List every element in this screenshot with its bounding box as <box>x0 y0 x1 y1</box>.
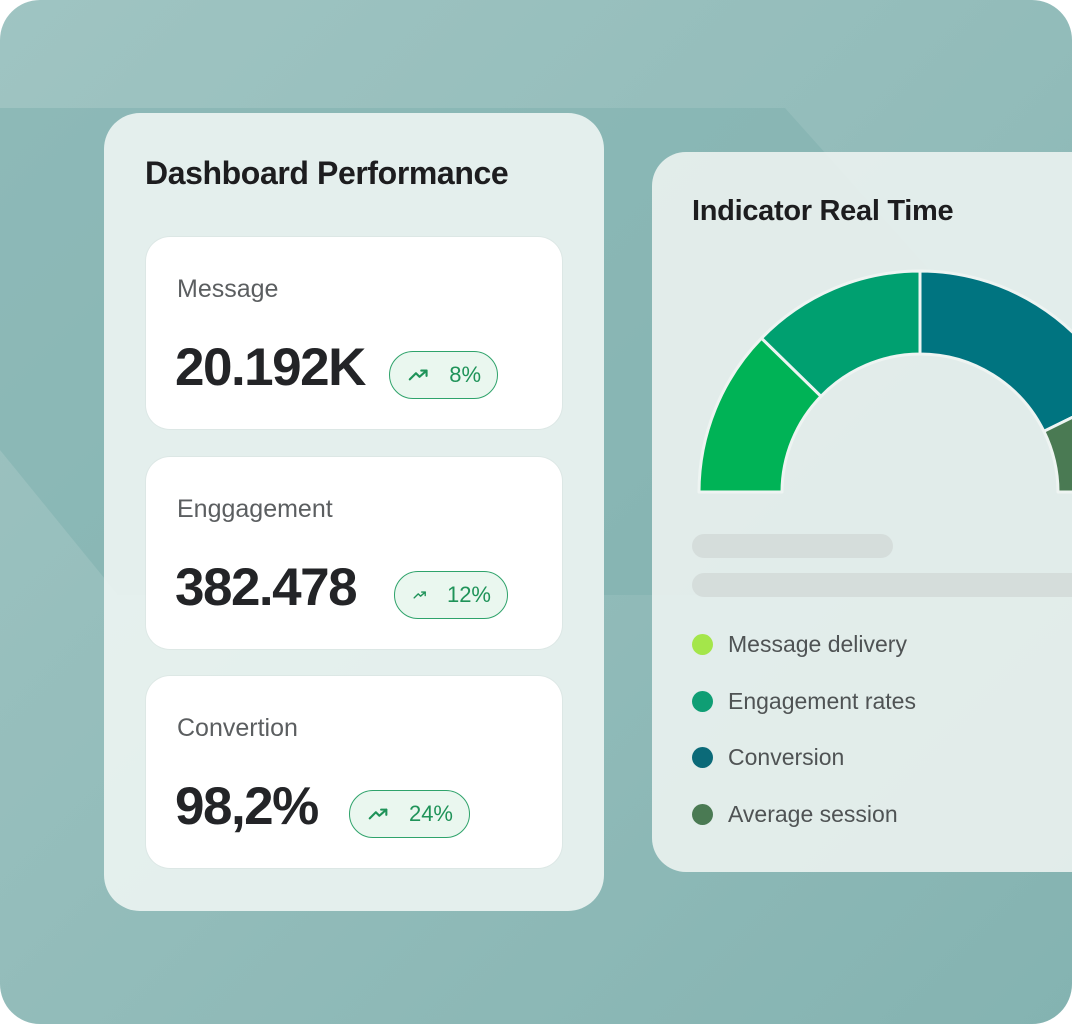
skeleton-line <box>692 534 893 558</box>
legend-dot <box>692 633 713 655</box>
dashboard-performance-panel: Dashboard Performance Message 20.192K 8%… <box>104 113 604 911</box>
gauge-segment-3 <box>918 269 1072 433</box>
metric-label: Enggagement <box>177 495 333 523</box>
legend-item-message-delivery: Message delivery <box>692 629 907 659</box>
legend-item-engagement-rates: Engagement rates <box>692 686 916 716</box>
legend-label: Engagement rates <box>728 687 916 714</box>
metric-label: Message <box>177 275 279 303</box>
trending-up-icon <box>408 369 428 381</box>
change-value: 12% <box>446 582 491 607</box>
skeleton-line <box>692 573 1072 597</box>
metric-value: 20.192K <box>175 338 366 397</box>
panel-title: Indicator Real Time <box>692 195 954 227</box>
metric-card-engagement[interactable]: Enggagement 382.478 12% <box>146 457 562 649</box>
legend-dot <box>692 746 713 768</box>
legend-item-conversion: Conversion <box>692 742 844 772</box>
metric-value: 382.478 <box>175 558 358 617</box>
legend-label: Average session <box>728 800 898 827</box>
change-value: 8% <box>449 362 481 387</box>
metric-label: Convertion <box>177 714 298 742</box>
gauge-segment-4 <box>1042 415 1072 494</box>
legend-label: Conversion <box>728 743 845 770</box>
change-value: 24% <box>408 801 453 826</box>
change-badge: 8% <box>389 351 498 399</box>
legend-dot <box>692 690 713 712</box>
change-badge: 24% <box>349 790 470 838</box>
legend-label: Message delivery <box>728 630 907 657</box>
change-badge: 12% <box>394 571 508 619</box>
legend-dot <box>692 803 713 825</box>
indicator-real-time-panel: Indicator Real Time Message delivery Eng… <box>652 152 1072 872</box>
trending-up-icon <box>413 591 426 599</box>
metric-card-message[interactable]: Message 20.192K 8% <box>146 237 562 429</box>
metric-value: 98,2% <box>175 777 319 836</box>
semicircle-gauge <box>697 269 1072 494</box>
panel-title: Dashboard Performance <box>145 155 509 191</box>
metric-card-conversion[interactable]: Convertion 98,2% 24% <box>146 676 562 868</box>
trending-up-icon <box>368 808 388 820</box>
legend-item-average-session: Average session <box>692 799 898 829</box>
